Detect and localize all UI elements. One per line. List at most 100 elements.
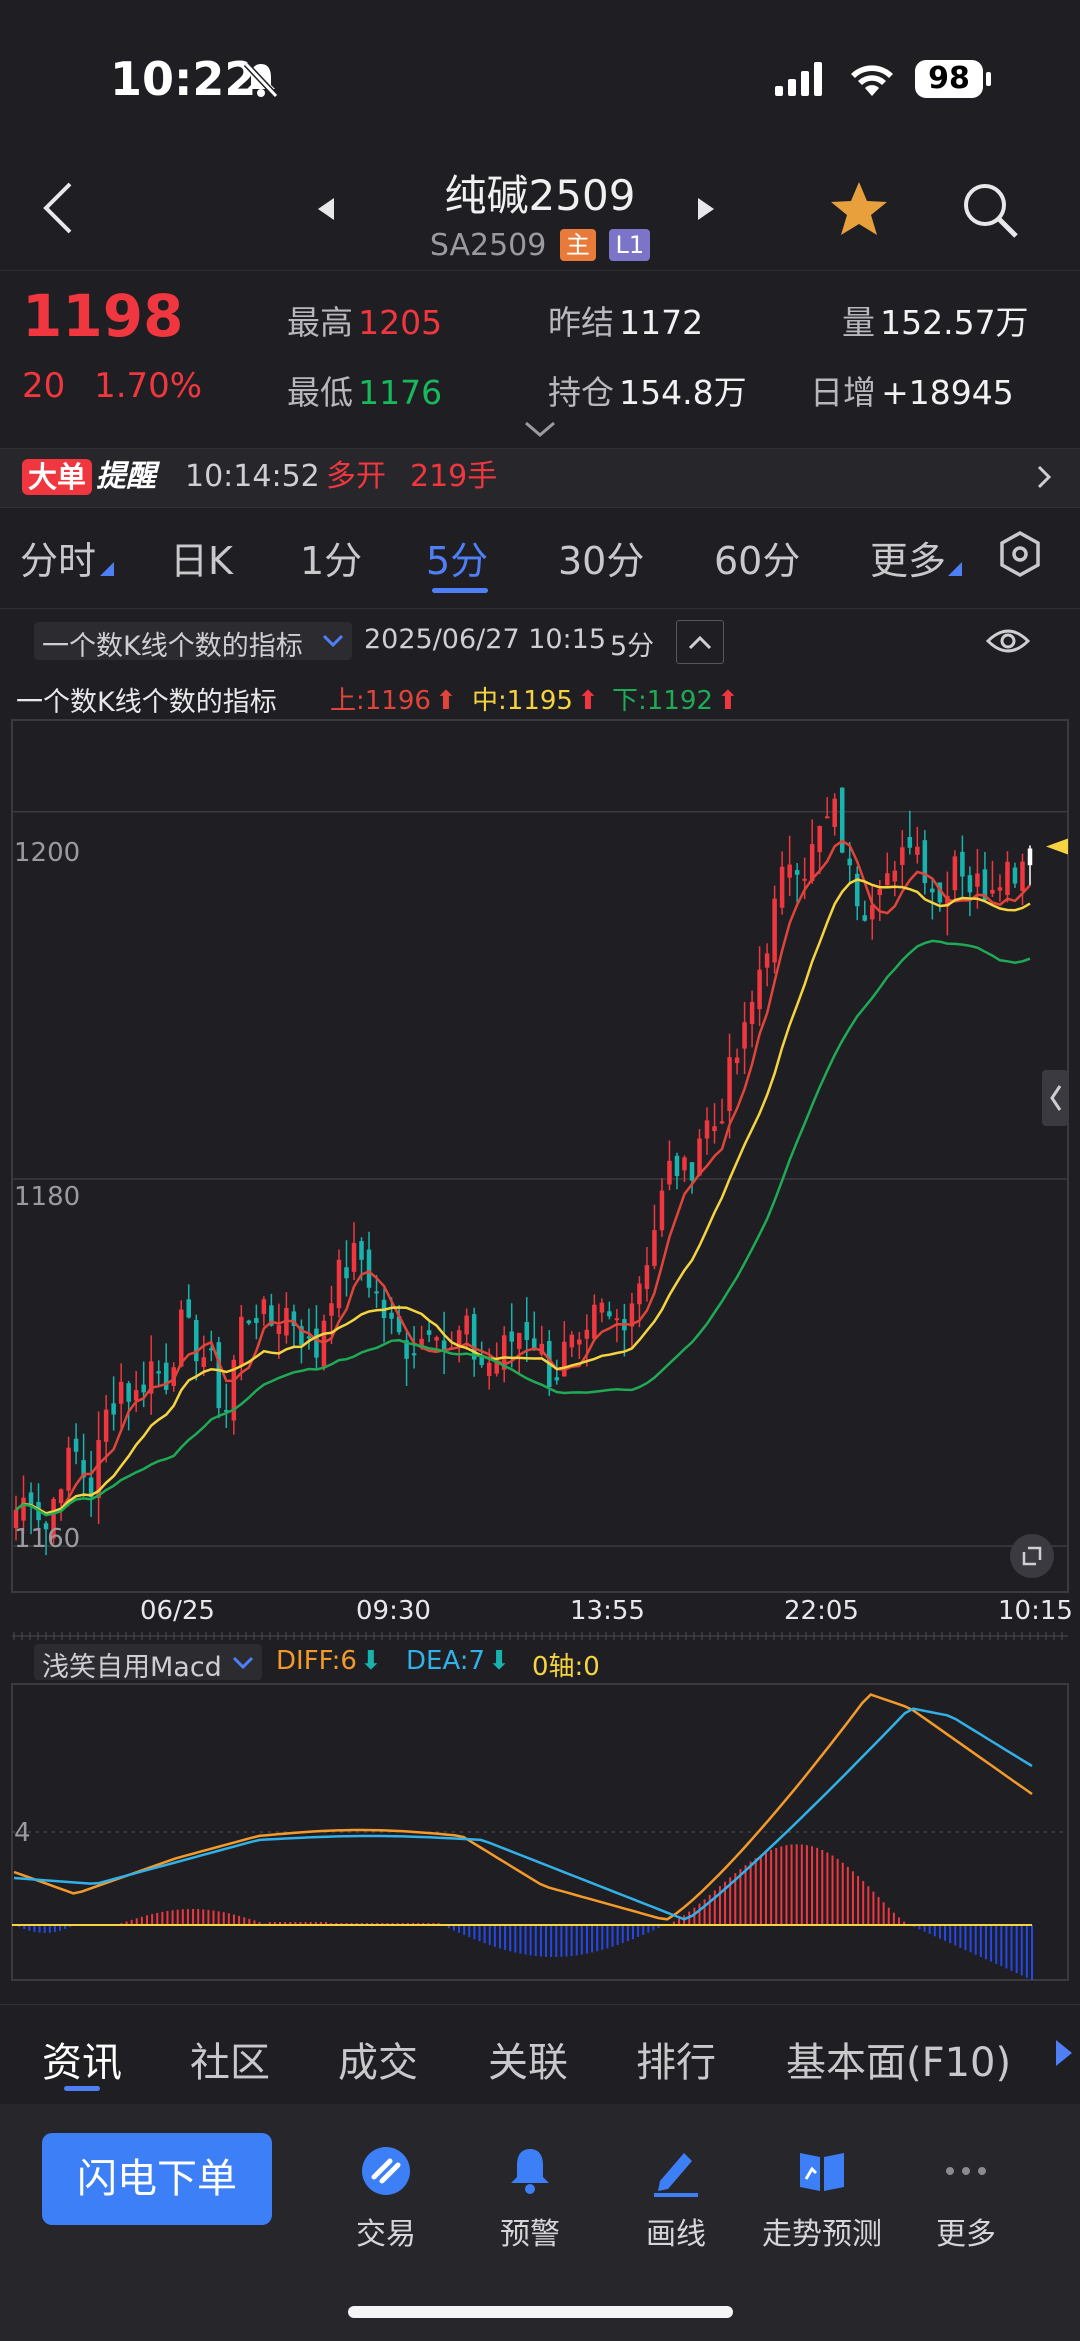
macd-selector-label: 浅笑自用Macd xyxy=(42,1652,222,1683)
candle-body xyxy=(118,1381,124,1404)
macd-diff-value: DIFF:6 xyxy=(276,1646,357,1676)
candle-body xyxy=(674,1155,680,1176)
candle-body xyxy=(209,1348,214,1351)
last-price-marker xyxy=(1046,838,1068,855)
expand-chevron-icon[interactable] xyxy=(524,420,556,438)
prev-settle-value: 1172 xyxy=(619,303,704,342)
candle-body xyxy=(471,1314,477,1360)
tab-daily-k[interactable]: 日K xyxy=(170,539,233,583)
candle-body xyxy=(892,870,898,882)
candle-body xyxy=(689,1162,695,1181)
candle-body xyxy=(607,1311,612,1317)
tab-related[interactable]: 关联 xyxy=(488,2040,568,2086)
candle-body xyxy=(411,1353,417,1356)
wifi-icon xyxy=(851,65,893,96)
settings-hex-icon[interactable] xyxy=(996,530,1044,578)
y-tick-1180: 1180 xyxy=(14,1182,81,1212)
x-tick-1015: 10:15 xyxy=(998,1596,1073,1626)
alert-badge-2: 提醒 xyxy=(96,459,156,494)
candle-body xyxy=(178,1309,184,1367)
flash-order-button[interactable]: 闪电下单 xyxy=(42,2133,272,2225)
candle-body xyxy=(712,1126,717,1132)
prev-contract-icon[interactable] xyxy=(316,196,338,222)
active-tab-indicator xyxy=(432,588,488,593)
candle-body xyxy=(862,915,868,921)
candle-body xyxy=(870,904,875,920)
chevron-left-icon xyxy=(1050,1085,1062,1111)
candle-body xyxy=(351,1242,357,1272)
last-price: 1198 xyxy=(22,282,184,350)
tab-1min[interactable]: 1分 xyxy=(300,539,363,583)
draw-button[interactable]: 画线 xyxy=(606,2145,746,2253)
candle-body xyxy=(239,1316,244,1366)
daily-increase-value: +18945 xyxy=(881,373,1014,412)
candle-body xyxy=(727,1057,732,1112)
eye-icon[interactable] xyxy=(986,624,1030,658)
indicator-name: 一个数K线个数的指标 xyxy=(16,687,277,718)
tab-intraday[interactable]: 分时 xyxy=(20,539,97,583)
trade-label: 交易 xyxy=(356,2217,416,2252)
tab-30min[interactable]: 30分 xyxy=(558,539,645,583)
side-panel-handle xyxy=(1042,1070,1068,1126)
candle-body xyxy=(682,1157,687,1171)
candle-body xyxy=(516,1332,522,1350)
candle-body xyxy=(629,1303,635,1327)
more-button[interactable]: 更多 xyxy=(896,2145,1036,2253)
forecast-button[interactable]: 走势预测 xyxy=(752,2145,892,2253)
change-value: 20 xyxy=(22,366,66,406)
chevron-up-icon xyxy=(688,635,712,650)
candle-body xyxy=(562,1341,567,1377)
candle-body xyxy=(907,836,913,848)
high-value: 1205 xyxy=(358,303,443,342)
candle-body xyxy=(945,895,950,907)
tab-community[interactable]: 社区 xyxy=(190,2040,270,2086)
big-order-alert[interactable] xyxy=(0,448,1080,508)
candle-body xyxy=(111,1403,116,1415)
candle-body xyxy=(58,1489,64,1504)
favorite-star-icon[interactable] xyxy=(828,178,890,240)
low-field: 最低 1176 xyxy=(287,366,442,414)
candle-body xyxy=(216,1342,222,1409)
tab-5min[interactable]: 5分 xyxy=(426,539,489,583)
candle-body xyxy=(201,1357,207,1368)
candle-body xyxy=(554,1377,560,1381)
indicator-selector[interactable]: 一个数K线个数的指标 xyxy=(34,622,352,662)
tab-60min[interactable]: 60分 xyxy=(714,539,801,583)
candle-body xyxy=(967,875,973,893)
candle-body xyxy=(592,1304,597,1339)
candle-body xyxy=(1012,867,1018,884)
alert-time: 10:14:52 xyxy=(185,459,320,494)
tab-trades[interactable]: 成交 xyxy=(338,2040,418,2086)
candle-body xyxy=(486,1362,492,1377)
kline-chart[interactable] xyxy=(0,716,1080,1596)
next-contract-icon[interactable] xyxy=(694,196,716,222)
candle-body xyxy=(51,1498,56,1539)
x-tick-1355: 13:55 xyxy=(570,1596,645,1626)
trade-icon xyxy=(362,2147,410,2195)
x-tick-2205: 22:05 xyxy=(784,1596,859,1626)
candle-body xyxy=(299,1326,304,1345)
candle-body xyxy=(194,1320,199,1362)
candle-body xyxy=(276,1325,282,1334)
candle-body xyxy=(501,1335,507,1370)
tab-fundamentals[interactable]: 基本面(F10) xyxy=(786,2040,1012,2086)
tab-news[interactable]: 资讯 xyxy=(42,2040,122,2086)
alert-button[interactable]: 预警 xyxy=(460,2145,600,2253)
macd-dea: DEA:7 ⬇ xyxy=(406,1646,510,1676)
candle-body xyxy=(509,1331,514,1342)
time-axis xyxy=(12,1632,1068,1640)
collapse-button[interactable] xyxy=(676,620,724,664)
candle-body xyxy=(96,1439,101,1498)
macd-chart[interactable] xyxy=(0,1682,1080,1984)
back-icon[interactable] xyxy=(40,178,80,238)
macd-selector[interactable]: 浅笑自用Macd xyxy=(34,1644,262,1683)
search-icon[interactable] xyxy=(958,178,1022,242)
tab-more[interactable]: 更多 xyxy=(870,539,947,583)
scroll-right-icon[interactable] xyxy=(1054,2038,1074,2068)
trade-button[interactable]: 交易 xyxy=(316,2145,456,2253)
tab-ranking[interactable]: 排行 xyxy=(636,2040,716,2086)
candle-body xyxy=(434,1337,439,1341)
dea-line xyxy=(13,1707,1033,1921)
candle-body xyxy=(1020,861,1025,891)
battery-indicator: 98 xyxy=(915,60,983,98)
